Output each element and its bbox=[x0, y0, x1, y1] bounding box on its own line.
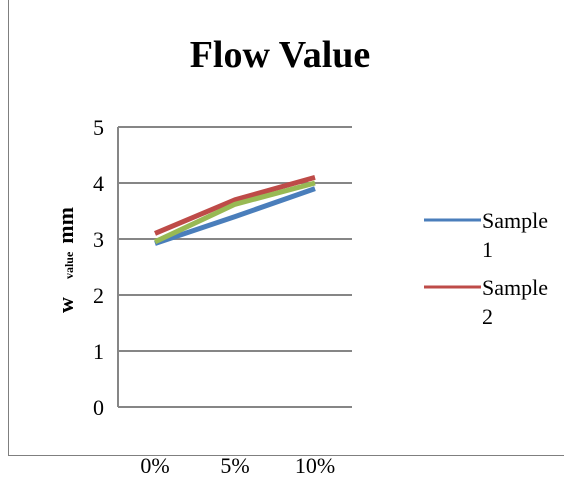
legend-item-2: Sample 2 bbox=[424, 275, 548, 329]
svg-text:wvaluemm: w value mm bbox=[53, 207, 78, 313]
x-tick-label: 10% bbox=[295, 453, 335, 478]
y-axis-label-main: w bbox=[53, 297, 78, 313]
chart-frame-bottom bbox=[8, 455, 564, 456]
y-tick-label: 5 bbox=[93, 115, 104, 140]
legend-label: Sample bbox=[482, 208, 548, 233]
legend: Sample 1 Sample 2 bbox=[424, 208, 548, 329]
legend-label: 1 bbox=[482, 237, 493, 262]
x-tick-label: 0% bbox=[140, 453, 169, 478]
series-line-2 bbox=[154, 174, 316, 236]
y-tick-labels: 0 1 2 3 4 5 bbox=[93, 115, 104, 420]
y-tick-label: 1 bbox=[93, 339, 104, 364]
chart-title: Flow Value bbox=[190, 34, 371, 76]
y-tick-label: 0 bbox=[93, 395, 104, 420]
y-tick-label: 4 bbox=[93, 171, 104, 196]
y-axis-label-unit: mm bbox=[53, 207, 78, 244]
y-tick-label: 2 bbox=[93, 283, 104, 308]
series-line-1 bbox=[154, 186, 316, 246]
series-lines bbox=[153, 174, 316, 246]
series-line-3 bbox=[153, 180, 316, 245]
y-axis-label-subscript: value bbox=[62, 251, 76, 279]
x-tick-label: 5% bbox=[220, 453, 249, 478]
legend-label: 2 bbox=[482, 304, 493, 329]
legend-label: Sample bbox=[482, 275, 548, 300]
legend-item-1: Sample 1 bbox=[424, 208, 548, 262]
chart-frame-left bbox=[8, 0, 9, 455]
x-tick-labels: 0% 5% 10% bbox=[140, 453, 335, 478]
gridlines bbox=[117, 126, 352, 408]
y-tick-label: 3 bbox=[93, 227, 104, 252]
y-axis-label: w value mm bbox=[53, 207, 78, 313]
